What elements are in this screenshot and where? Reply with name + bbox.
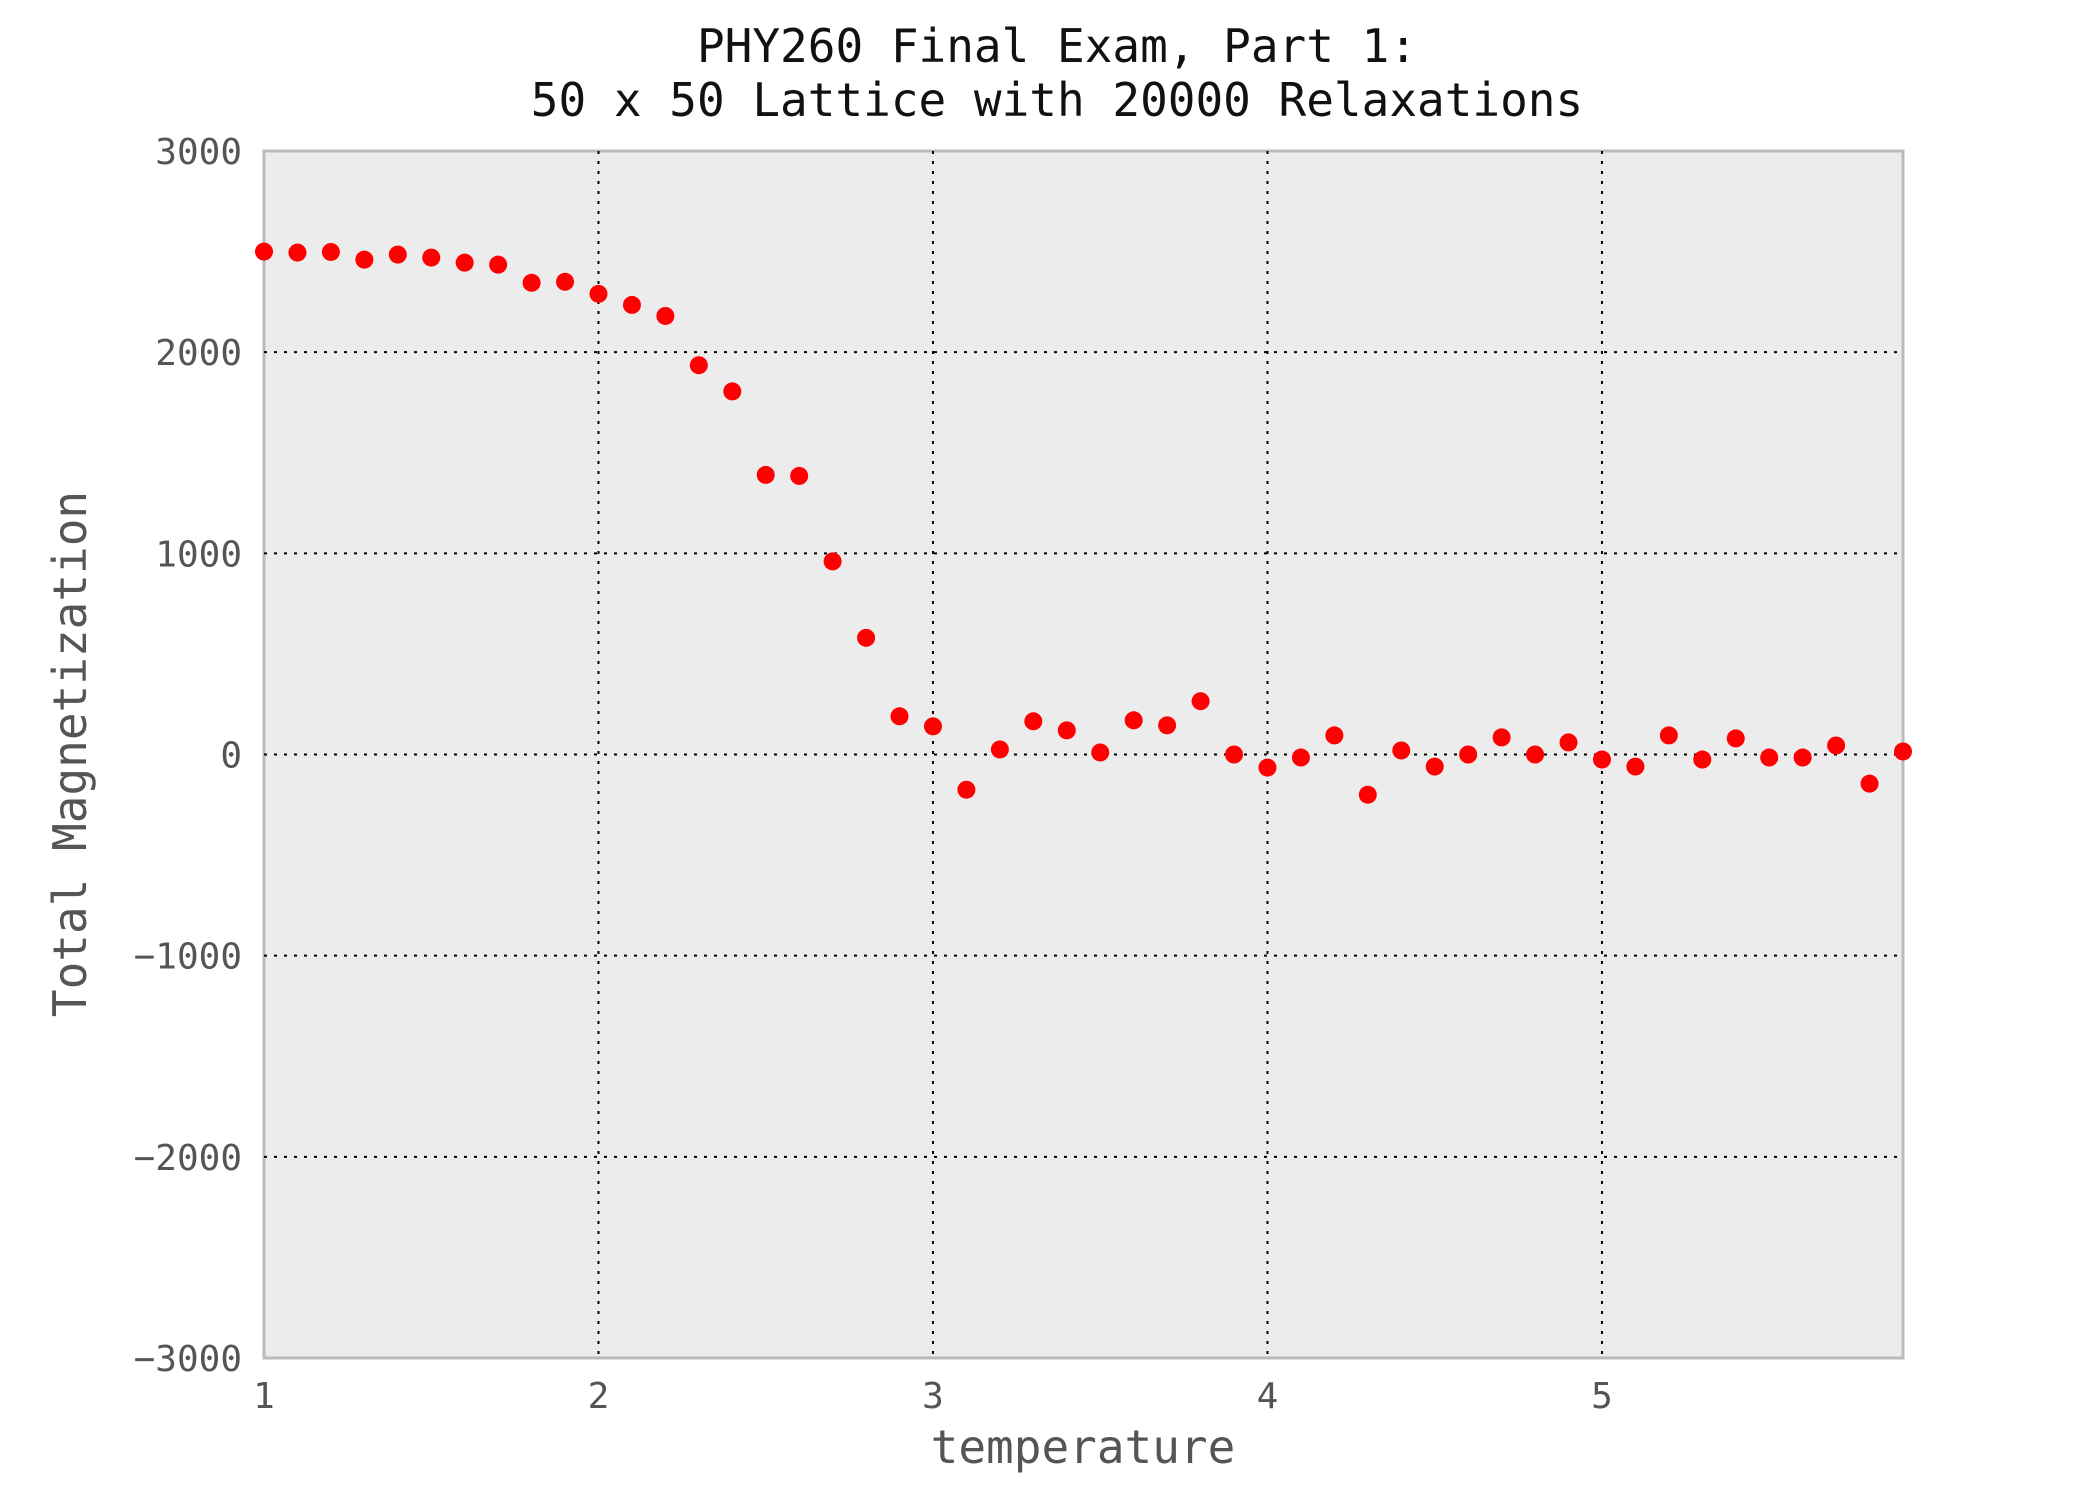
data-point — [1225, 745, 1244, 764]
data-point — [823, 552, 842, 571]
data-point — [1358, 785, 1377, 804]
data-point — [522, 273, 541, 292]
data-point — [1760, 748, 1779, 767]
data-point — [288, 243, 307, 262]
data-point — [489, 255, 508, 274]
data-point — [1325, 726, 1344, 745]
data-point — [1626, 757, 1645, 776]
y-axis-label: Total Magnetization — [43, 491, 97, 1017]
data-point — [1191, 692, 1210, 711]
data-point — [990, 740, 1009, 759]
chart-title-line-2: 50 x 50 Lattice with 20000 Relaxations — [531, 73, 1583, 127]
data-point — [355, 250, 374, 269]
data-point — [756, 465, 775, 484]
data-point — [1124, 711, 1143, 730]
data-point — [622, 295, 641, 314]
data-point — [255, 242, 273, 261]
x-axis-label: temperature — [931, 1420, 1236, 1474]
data-point — [1860, 774, 1879, 793]
data-point — [1258, 758, 1277, 777]
plot-area — [262, 149, 1905, 1360]
data-point — [388, 245, 407, 264]
data-point — [1726, 729, 1745, 748]
y-tick-label: 0 — [220, 736, 242, 777]
data-point — [1559, 733, 1578, 752]
data-point — [1693, 750, 1712, 769]
data-point — [1659, 726, 1678, 745]
x-tick-label: 3 — [922, 1376, 944, 1417]
x-tick-label: 4 — [1257, 1376, 1279, 1417]
data-point — [321, 242, 340, 261]
y-tick-label: −2000 — [134, 1138, 242, 1179]
y-tick-label: −1000 — [134, 937, 242, 978]
data-point — [1592, 750, 1611, 769]
data-point — [589, 284, 608, 303]
y-tick-label: 2000 — [155, 333, 242, 374]
data-point — [1024, 712, 1043, 731]
data-point — [1492, 728, 1511, 747]
data-point — [1158, 716, 1177, 735]
data-point — [790, 466, 809, 485]
data-point — [1057, 721, 1076, 740]
data-point — [656, 306, 675, 325]
y-tick-label: 3000 — [155, 132, 242, 173]
data-points — [255, 242, 1912, 804]
x-tick-label: 1 — [253, 1376, 275, 1417]
data-point — [1291, 748, 1310, 767]
y-tick-label: 1000 — [155, 534, 242, 575]
data-point — [890, 707, 909, 726]
data-point — [1425, 757, 1444, 776]
data-point — [1894, 742, 1912, 761]
chart-title-line-1: PHY260 Final Exam, Part 1: — [697, 19, 1417, 73]
data-point — [422, 248, 441, 267]
data-point — [1526, 745, 1545, 764]
data-point — [1392, 741, 1411, 760]
data-point — [723, 382, 742, 401]
data-point — [857, 628, 876, 647]
data-point — [1091, 743, 1110, 762]
data-point — [923, 717, 942, 736]
data-point — [1793, 748, 1812, 767]
data-point — [957, 780, 976, 799]
tick-labels: 1 2 3 4 5 3000 2000 1000 0 −1000 −2000 −3000 — [134, 132, 1613, 1417]
data-point — [1459, 745, 1478, 764]
x-tick-label: 2 — [588, 1376, 610, 1417]
data-point — [1827, 736, 1846, 755]
data-point — [689, 356, 708, 375]
data-point — [455, 253, 474, 272]
x-tick-label: 5 — [1591, 1376, 1613, 1417]
data-point — [556, 272, 575, 291]
grid-lines — [264, 151, 1903, 1358]
y-tick-label: −3000 — [134, 1339, 242, 1380]
